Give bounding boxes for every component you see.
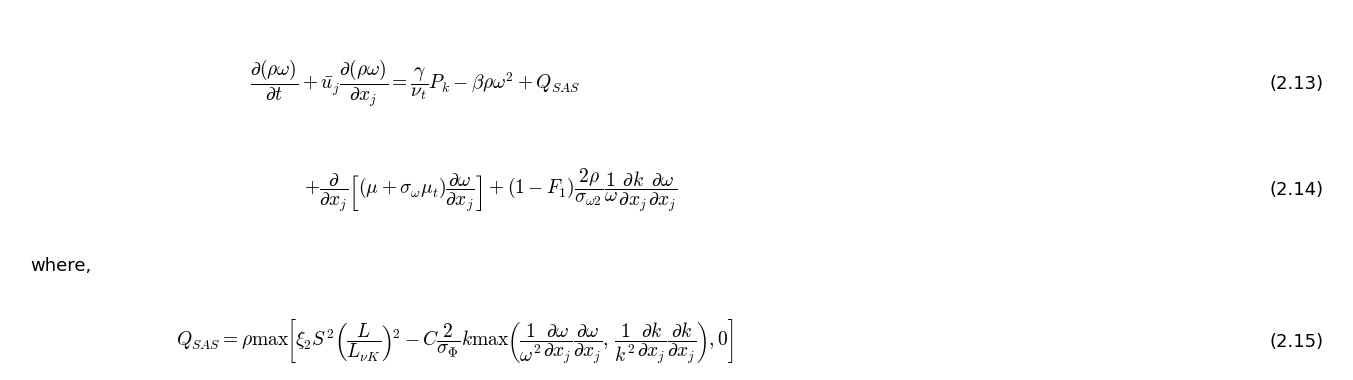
- Text: (2.14): (2.14): [1269, 181, 1323, 199]
- Text: where,: where,: [30, 257, 91, 275]
- Text: $+ \dfrac{\partial}{\partial x_j}\left[(\mu + \sigma_{\omega}\mu_t)\dfrac{\parti: $+ \dfrac{\partial}{\partial x_j}\left[(…: [304, 166, 678, 214]
- Text: (2.13): (2.13): [1269, 74, 1323, 93]
- Text: $\dfrac{\partial(\rho\omega)}{\partial t} + \bar{u}_j \dfrac{\partial(\rho\omega: $\dfrac{\partial(\rho\omega)}{\partial t…: [250, 58, 580, 109]
- Text: (2.15): (2.15): [1269, 333, 1323, 351]
- Text: $Q_{SAS} = \rho \max\left[\xi_2 S^2 \left(\dfrac{L}{L_{\nu K}}\right)^{\!2} - C\: $Q_{SAS} = \rho \max\left[\xi_2 S^2 \lef…: [176, 318, 733, 366]
